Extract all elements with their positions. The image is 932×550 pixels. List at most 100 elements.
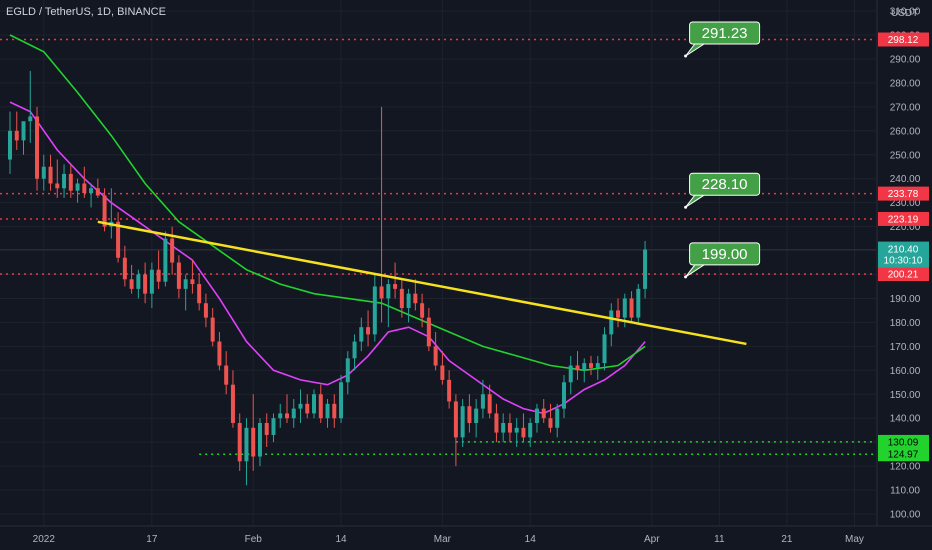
candle-body — [136, 274, 141, 289]
candle-body — [21, 121, 26, 141]
callout-label: 199.00 — [702, 246, 748, 263]
candle-body — [366, 327, 371, 335]
candle-body — [291, 408, 296, 419]
callout-box — [689, 21, 761, 45]
candle-body — [622, 298, 627, 318]
candle-body — [41, 166, 46, 179]
candle-body — [264, 422, 269, 435]
support-level-label: 130.09 — [888, 437, 919, 448]
candle-body — [433, 346, 438, 366]
y-tick-label: 270.00 — [890, 102, 921, 113]
candle-body — [176, 262, 181, 289]
candle-body — [561, 382, 566, 409]
support-level-tag — [878, 434, 929, 449]
y-tick-label: 280.00 — [890, 78, 921, 89]
y-tick-label: 180.00 — [890, 318, 921, 329]
candle-body — [501, 422, 506, 433]
candle-body — [440, 365, 445, 380]
candle-body — [474, 408, 479, 423]
y-tick-label: 110.00 — [890, 486, 920, 497]
candle-body — [372, 286, 377, 335]
candle-body — [149, 269, 154, 294]
candle-body — [244, 427, 249, 462]
candle-body — [170, 238, 175, 263]
candle-body — [271, 418, 276, 435]
candle-body — [575, 365, 580, 371]
y-tick-label: 230.00 — [890, 198, 921, 209]
candle-body — [95, 188, 100, 196]
ma-fast-line — [9, 101, 646, 415]
candle-body — [494, 413, 499, 433]
candle-body — [521, 427, 526, 438]
candle-body — [284, 413, 289, 419]
candle-body — [453, 401, 458, 438]
candle-body — [318, 394, 323, 419]
candle-body — [217, 341, 222, 366]
candle-body — [420, 303, 425, 318]
candle-body — [82, 183, 87, 194]
candle-body — [426, 317, 431, 347]
callout-box — [689, 242, 761, 266]
callout-label: 291.23 — [702, 25, 748, 42]
candle-body — [643, 249, 648, 289]
currency-label: USDT — [891, 8, 919, 19]
candle-body — [312, 394, 317, 414]
candle-body — [582, 363, 587, 371]
y-tick-label: 100.00 — [890, 510, 921, 521]
last-price-label: 210.40 — [888, 245, 919, 256]
candle-body — [305, 403, 310, 414]
y-tick-label: 160.00 — [890, 366, 921, 377]
candle-body — [210, 317, 215, 342]
y-tick-label: 250.00 — [890, 150, 921, 161]
candle-body — [230, 384, 235, 423]
countdown-label: 10:30:10 — [884, 256, 923, 267]
candle-body — [379, 286, 384, 299]
candle-body — [609, 310, 614, 335]
y-tick-label: 240.00 — [890, 174, 921, 185]
candle-body — [541, 408, 546, 419]
resistance-level-label: 233.78 — [888, 189, 919, 200]
candle-body — [75, 183, 80, 191]
candle-body — [480, 394, 485, 409]
chart-title[interactable]: EGLD / TetherUS, 1D, BINANCE — [6, 6, 166, 18]
candle-body — [197, 284, 202, 304]
resistance-level-tag — [878, 186, 929, 201]
resistance-level-tag — [878, 32, 929, 47]
callout-label: 228.10 — [702, 176, 748, 193]
y-tick-label: 120.00 — [890, 462, 921, 473]
candle-body — [35, 116, 40, 179]
candle-body — [352, 341, 357, 359]
candle-body — [48, 166, 53, 184]
y-tick-label: 290.00 — [890, 54, 921, 65]
x-tick-label: 17 — [146, 534, 158, 545]
candle-body — [487, 394, 492, 414]
candle-body — [102, 195, 107, 227]
resistance-level-tag — [878, 266, 929, 281]
x-tick-label: 21 — [781, 534, 793, 545]
candle-body — [589, 363, 594, 368]
candle-body — [163, 238, 168, 282]
candle-body — [190, 279, 195, 285]
support-level-tag — [878, 447, 929, 462]
y-tick-label: 150.00 — [890, 390, 921, 401]
resistance-level-label: 223.19 — [888, 214, 919, 225]
callout-anchor — [684, 205, 688, 209]
candle-body — [224, 365, 229, 385]
x-tick-label: 11 — [714, 534, 725, 545]
x-tick-label: Apr — [644, 534, 660, 545]
candle-body — [298, 403, 303, 409]
ma-slow-line — [9, 34, 646, 372]
candle-body — [129, 279, 134, 289]
candle-body — [528, 422, 533, 438]
candle-body — [345, 358, 350, 383]
x-tick-label: 14 — [335, 534, 347, 545]
candle-body — [332, 403, 337, 419]
candle-body — [257, 422, 262, 457]
candle-body — [14, 130, 19, 141]
candle-body — [203, 303, 208, 318]
candle-body — [568, 365, 573, 383]
candle-body — [616, 310, 621, 318]
candle-body — [460, 406, 465, 438]
